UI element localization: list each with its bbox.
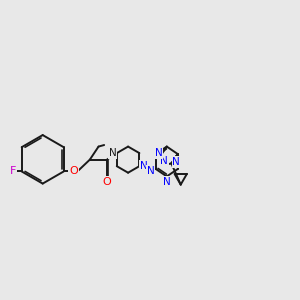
Text: O: O: [69, 167, 78, 176]
Text: N: N: [172, 157, 180, 167]
Text: F: F: [10, 167, 16, 176]
Text: O: O: [103, 177, 111, 187]
Text: N: N: [140, 161, 147, 171]
Text: N: N: [163, 177, 171, 187]
Text: N: N: [154, 148, 162, 158]
Text: N: N: [109, 148, 117, 158]
Text: N: N: [160, 156, 168, 166]
Text: N: N: [147, 166, 154, 176]
